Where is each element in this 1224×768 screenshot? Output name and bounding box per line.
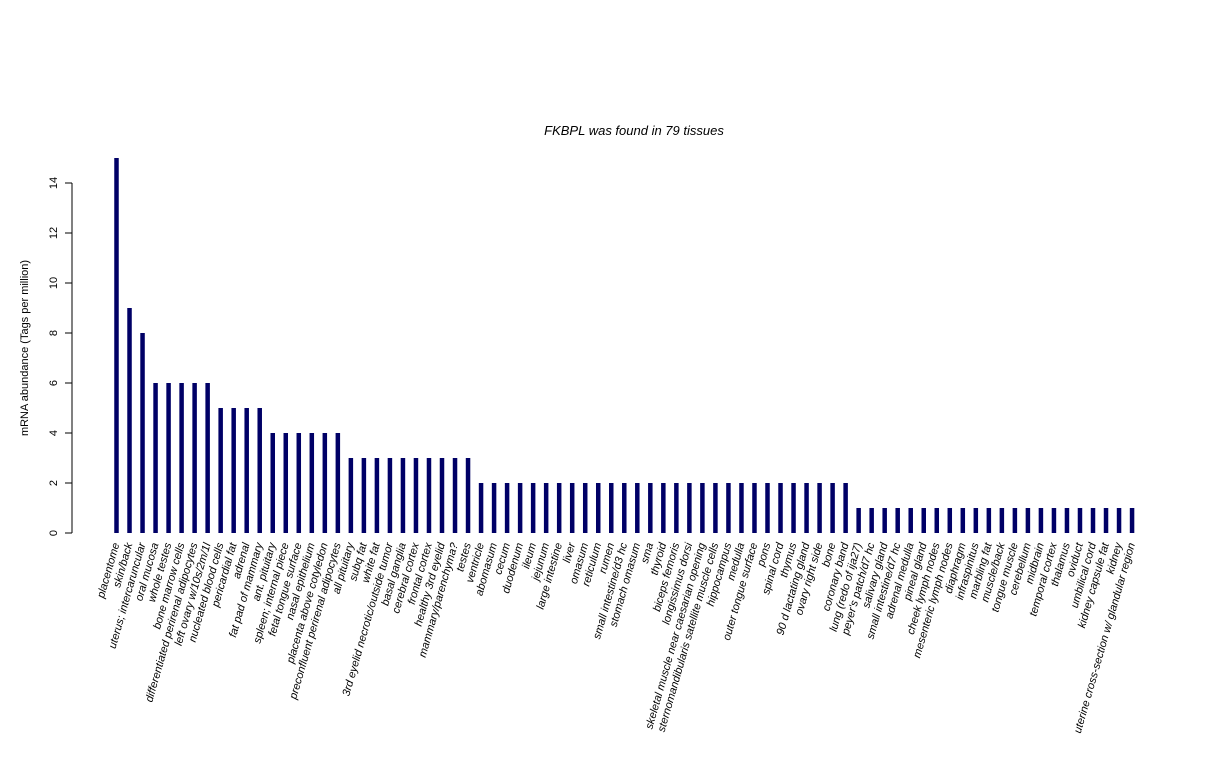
bar	[517, 483, 523, 533]
bar	[192, 383, 197, 533]
bar	[153, 383, 158, 533]
bar	[700, 483, 705, 533]
bar	[452, 458, 458, 533]
bar	[934, 508, 940, 533]
bar	[569, 483, 575, 533]
bar	[739, 483, 744, 533]
bar	[348, 458, 354, 533]
bar	[439, 458, 445, 533]
bar	[986, 508, 992, 533]
bar	[1116, 508, 1122, 533]
bar	[205, 383, 210, 533]
y-axis: 0 2 4 6 8 10 12 14	[48, 177, 73, 536]
bar	[114, 158, 119, 533]
chart-title: FKBPL was found in 79 tissues	[544, 123, 724, 138]
y-axis-label: mRNA abundance (Tags per million)	[19, 260, 31, 436]
bar	[648, 483, 653, 533]
bar	[426, 458, 432, 533]
bar	[309, 433, 315, 533]
bar	[752, 483, 757, 533]
bar	[127, 308, 132, 533]
bar	[478, 483, 484, 533]
bar	[257, 408, 262, 533]
bar	[1051, 508, 1057, 533]
bar	[674, 483, 679, 533]
y-tick-label: 12	[48, 227, 60, 239]
bar	[1038, 508, 1044, 533]
bar	[908, 508, 913, 533]
y-tick-label: 6	[48, 380, 60, 386]
bar	[270, 433, 275, 533]
bar	[231, 408, 236, 533]
bar	[400, 458, 406, 533]
y-tick-label: 14	[48, 177, 60, 189]
bar	[491, 483, 497, 533]
bar	[1012, 508, 1018, 533]
category-label: liver	[561, 540, 578, 564]
bar	[856, 508, 861, 533]
bar	[973, 508, 979, 533]
bar	[218, 408, 223, 533]
bar	[765, 483, 770, 533]
bar	[687, 483, 692, 533]
bar	[960, 508, 966, 533]
bar	[166, 383, 171, 533]
bar	[1077, 508, 1083, 533]
bar	[921, 508, 926, 533]
bar	[895, 508, 900, 533]
bar	[713, 483, 718, 533]
bar	[1025, 508, 1031, 533]
bar	[543, 483, 549, 533]
bar	[882, 508, 887, 533]
bar	[335, 433, 341, 533]
bar	[582, 483, 588, 533]
bar	[609, 483, 614, 533]
bar	[999, 508, 1005, 533]
bar	[622, 483, 627, 533]
y-tick-label: 0	[48, 530, 60, 536]
bar	[387, 458, 393, 533]
bar	[322, 433, 328, 533]
bar	[595, 483, 601, 533]
bar	[1129, 508, 1135, 533]
bars	[114, 158, 1135, 533]
bar	[778, 483, 783, 533]
bar	[374, 458, 380, 533]
bar	[661, 483, 666, 533]
bar	[947, 508, 953, 533]
bar	[556, 483, 562, 533]
bar	[830, 483, 835, 533]
bar	[283, 433, 289, 533]
bar	[804, 483, 809, 533]
bar	[843, 483, 848, 533]
bar	[869, 508, 874, 533]
bar	[413, 458, 419, 533]
bar	[361, 458, 367, 533]
bar	[504, 483, 510, 533]
bar	[1103, 508, 1109, 533]
bar	[726, 483, 731, 533]
y-tick-label: 8	[48, 330, 60, 336]
y-tick-label: 4	[48, 430, 60, 436]
bar	[1090, 508, 1096, 533]
bar	[817, 483, 822, 533]
bar	[140, 333, 145, 533]
bar	[791, 483, 796, 533]
bar	[635, 483, 640, 533]
bar	[1064, 508, 1070, 533]
category-label: sma	[639, 542, 656, 565]
y-tick-label: 2	[48, 480, 60, 486]
bar	[296, 433, 302, 533]
bar	[530, 483, 536, 533]
bar	[179, 383, 184, 533]
bar	[465, 458, 471, 533]
y-tick-label: 10	[48, 277, 60, 289]
bar	[244, 408, 249, 533]
